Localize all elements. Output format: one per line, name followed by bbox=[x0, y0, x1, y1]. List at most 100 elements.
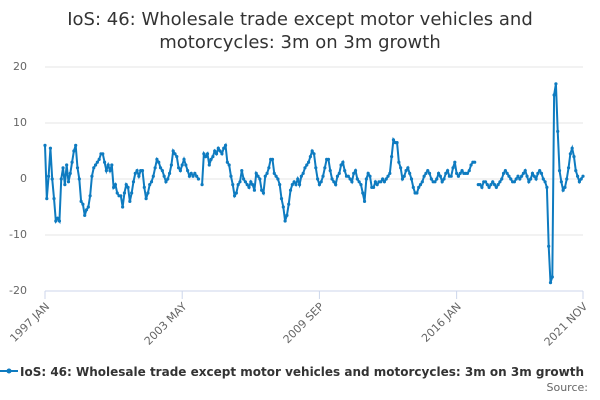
data-point bbox=[162, 174, 166, 178]
data-point bbox=[455, 171, 459, 175]
data-point bbox=[101, 152, 105, 156]
data-point bbox=[577, 180, 581, 184]
data-point bbox=[108, 169, 112, 173]
data-point bbox=[572, 155, 576, 159]
data-point bbox=[48, 146, 53, 150]
data-point bbox=[281, 205, 285, 209]
data-point bbox=[140, 169, 145, 173]
data-point bbox=[426, 169, 430, 173]
data-point bbox=[527, 180, 531, 184]
data-point bbox=[137, 174, 141, 178]
data-point bbox=[231, 183, 235, 187]
data-point bbox=[440, 180, 444, 184]
data-point bbox=[408, 171, 412, 175]
data-point bbox=[532, 174, 536, 178]
data-point bbox=[232, 194, 237, 198]
data-point bbox=[467, 169, 471, 173]
data-point bbox=[95, 160, 99, 164]
data-point bbox=[47, 174, 51, 178]
data-point bbox=[364, 177, 368, 181]
data-point bbox=[451, 166, 455, 170]
data-point bbox=[135, 169, 139, 173]
data-point bbox=[249, 180, 253, 184]
data-point bbox=[316, 177, 320, 181]
data-point bbox=[265, 171, 269, 175]
data-point bbox=[209, 157, 213, 161]
data-point bbox=[56, 216, 60, 220]
data-point bbox=[285, 213, 289, 217]
data-point bbox=[491, 180, 495, 184]
data-point bbox=[332, 180, 336, 184]
data-point bbox=[261, 191, 266, 195]
data-point bbox=[417, 185, 421, 189]
data-point bbox=[254, 171, 258, 175]
data-point bbox=[121, 205, 125, 209]
data-point bbox=[229, 174, 233, 178]
data-point bbox=[294, 183, 298, 187]
data-point bbox=[274, 174, 278, 178]
data-point bbox=[483, 180, 488, 184]
data-point bbox=[213, 149, 217, 153]
data-point bbox=[164, 180, 168, 184]
data-point bbox=[113, 183, 118, 187]
data-point bbox=[538, 169, 542, 173]
data-point bbox=[509, 177, 513, 181]
data-point bbox=[225, 160, 229, 164]
data-point bbox=[240, 169, 244, 173]
data-point bbox=[227, 163, 231, 167]
data-point bbox=[581, 174, 585, 178]
y-tick-label: 10 bbox=[13, 116, 27, 129]
data-point bbox=[355, 177, 359, 181]
data-point bbox=[507, 174, 511, 178]
data-point bbox=[187, 174, 192, 178]
data-point bbox=[186, 169, 190, 173]
data-point bbox=[539, 171, 544, 175]
data-point bbox=[516, 174, 520, 178]
data-point bbox=[84, 208, 89, 212]
data-point bbox=[561, 188, 565, 192]
data-point bbox=[218, 149, 222, 153]
data-point bbox=[487, 185, 491, 189]
data-point bbox=[258, 177, 262, 181]
data-point bbox=[317, 183, 322, 187]
data-point bbox=[386, 174, 390, 178]
data-point bbox=[397, 160, 401, 164]
data-point bbox=[388, 171, 392, 175]
data-point bbox=[180, 163, 184, 167]
y-tick-label: 20 bbox=[13, 60, 27, 73]
data-point bbox=[375, 183, 379, 187]
data-point bbox=[536, 171, 540, 175]
data-point bbox=[496, 183, 500, 187]
data-point bbox=[200, 183, 204, 187]
data-point bbox=[236, 183, 240, 187]
data-point bbox=[216, 146, 220, 150]
data-point bbox=[279, 197, 284, 201]
data-point bbox=[574, 169, 578, 173]
data-point bbox=[263, 174, 267, 178]
data-point bbox=[469, 163, 473, 167]
data-point bbox=[390, 155, 394, 159]
data-point bbox=[211, 155, 215, 159]
data-point bbox=[241, 177, 246, 181]
data-point bbox=[552, 93, 556, 97]
data-point bbox=[68, 171, 72, 175]
data-point bbox=[352, 171, 356, 175]
data-point bbox=[395, 141, 399, 145]
data-point bbox=[272, 171, 276, 175]
data-point bbox=[500, 177, 504, 181]
data-point bbox=[444, 171, 448, 175]
data-point bbox=[52, 197, 56, 201]
data-point bbox=[492, 183, 497, 187]
data-point bbox=[547, 244, 551, 248]
data-point bbox=[93, 163, 98, 167]
data-point bbox=[453, 160, 457, 164]
data-point bbox=[43, 143, 47, 147]
data-point bbox=[243, 180, 247, 184]
data-point bbox=[399, 166, 403, 170]
data-point bbox=[379, 180, 383, 184]
x-tick-label: 1997 JAN bbox=[7, 300, 52, 345]
data-point bbox=[61, 166, 65, 170]
data-point bbox=[337, 171, 341, 175]
data-point bbox=[529, 177, 533, 181]
